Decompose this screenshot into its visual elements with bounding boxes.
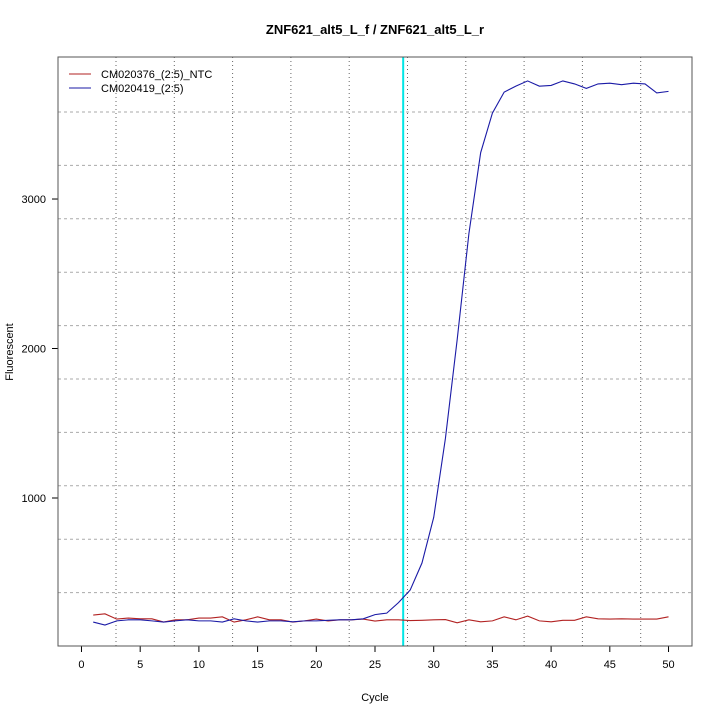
x-tick-label: 20	[310, 659, 322, 671]
series-line-1	[93, 80, 669, 626]
x-tick-label: 45	[604, 659, 616, 671]
grid	[58, 57, 692, 647]
legend: CM020376_(2:5)_NTC CM020419_(2:5)	[69, 69, 212, 95]
x-tick-label: 0	[78, 659, 84, 671]
y-tick-label: 3000	[22, 194, 46, 206]
plot-frame	[57, 56, 693, 647]
x-tick-label: 40	[545, 659, 557, 671]
x-tick-label: 30	[428, 659, 440, 671]
x-tick-label: 25	[369, 659, 381, 671]
y-axis-label: Fluorescent	[4, 323, 16, 380]
x-axis-label: Cycle	[361, 692, 389, 704]
x-tick-label: 10	[193, 659, 205, 671]
series-group	[93, 57, 669, 646]
x-tick-label: 15	[251, 659, 263, 671]
legend-label: CM020376_(2:5)_NTC	[101, 69, 212, 81]
y-tick-label: 1000	[22, 493, 46, 505]
x-tick-label: 5	[137, 659, 143, 671]
chart-title: ZNF621_alt5_L_f / ZNF621_alt5_L_r	[266, 22, 484, 37]
y-tick-label: 2000	[22, 344, 46, 356]
x-tick-label: 50	[662, 659, 674, 671]
x-tick-label: 35	[486, 659, 498, 671]
legend-label: CM020419_(2:5)	[101, 83, 184, 95]
